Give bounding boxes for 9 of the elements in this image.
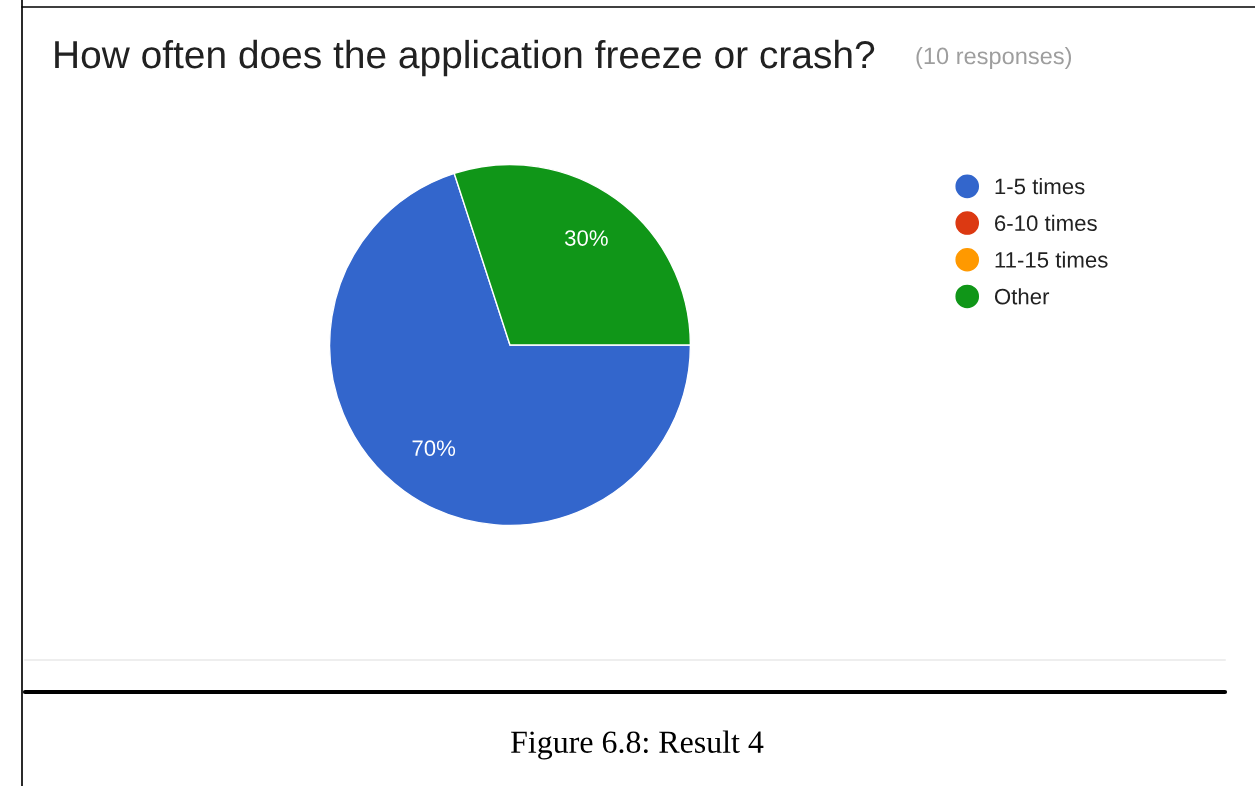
caption: Figure 6.8: Result 4 xyxy=(511,730,764,760)
data-label: 70% xyxy=(412,440,456,457)
data-label: 30% xyxy=(564,230,608,246)
legend-label: 11-15 times xyxy=(995,251,1108,268)
legend-label: Other xyxy=(994,288,1050,305)
legend-label: 6-10 times xyxy=(995,214,1097,232)
legend-label: 1-5 times xyxy=(995,178,1085,195)
chart-subtitle: (10 responses) xyxy=(916,47,1072,69)
chart-title: How often does the application freeze or crash? xyxy=(55,39,875,77)
